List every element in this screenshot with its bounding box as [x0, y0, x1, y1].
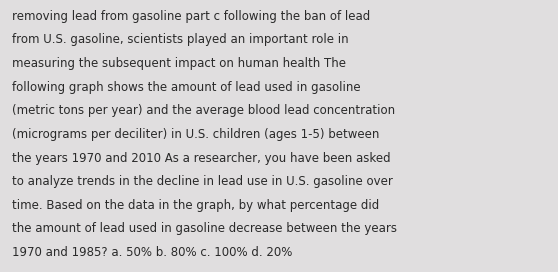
- Text: to analyze trends in the decline in lead use in U.S. gasoline over: to analyze trends in the decline in lead…: [12, 175, 393, 188]
- Text: the years 1970 and 2010 As a researcher, you have been asked: the years 1970 and 2010 As a researcher,…: [12, 152, 391, 165]
- Text: removing lead from gasoline part c following the ban of lead: removing lead from gasoline part c follo…: [12, 10, 371, 23]
- Text: 1970 and 1985? a. 50% b. 80% c. 100% d. 20%: 1970 and 1985? a. 50% b. 80% c. 100% d. …: [12, 246, 292, 259]
- Text: from U.S. gasoline, scientists played an important role in: from U.S. gasoline, scientists played an…: [12, 33, 349, 46]
- Text: time. Based on the data in the graph, by what percentage did: time. Based on the data in the graph, by…: [12, 199, 379, 212]
- Text: measuring the subsequent impact on human health The: measuring the subsequent impact on human…: [12, 57, 347, 70]
- Text: following graph shows the amount of lead used in gasoline: following graph shows the amount of lead…: [12, 81, 361, 94]
- Text: (micrograms per deciliter) in U.S. children (ages 1-5) between: (micrograms per deciliter) in U.S. child…: [12, 128, 379, 141]
- Text: (metric tons per year) and the average blood lead concentration: (metric tons per year) and the average b…: [12, 104, 396, 117]
- Text: the amount of lead used in gasoline decrease between the years: the amount of lead used in gasoline decr…: [12, 222, 397, 236]
